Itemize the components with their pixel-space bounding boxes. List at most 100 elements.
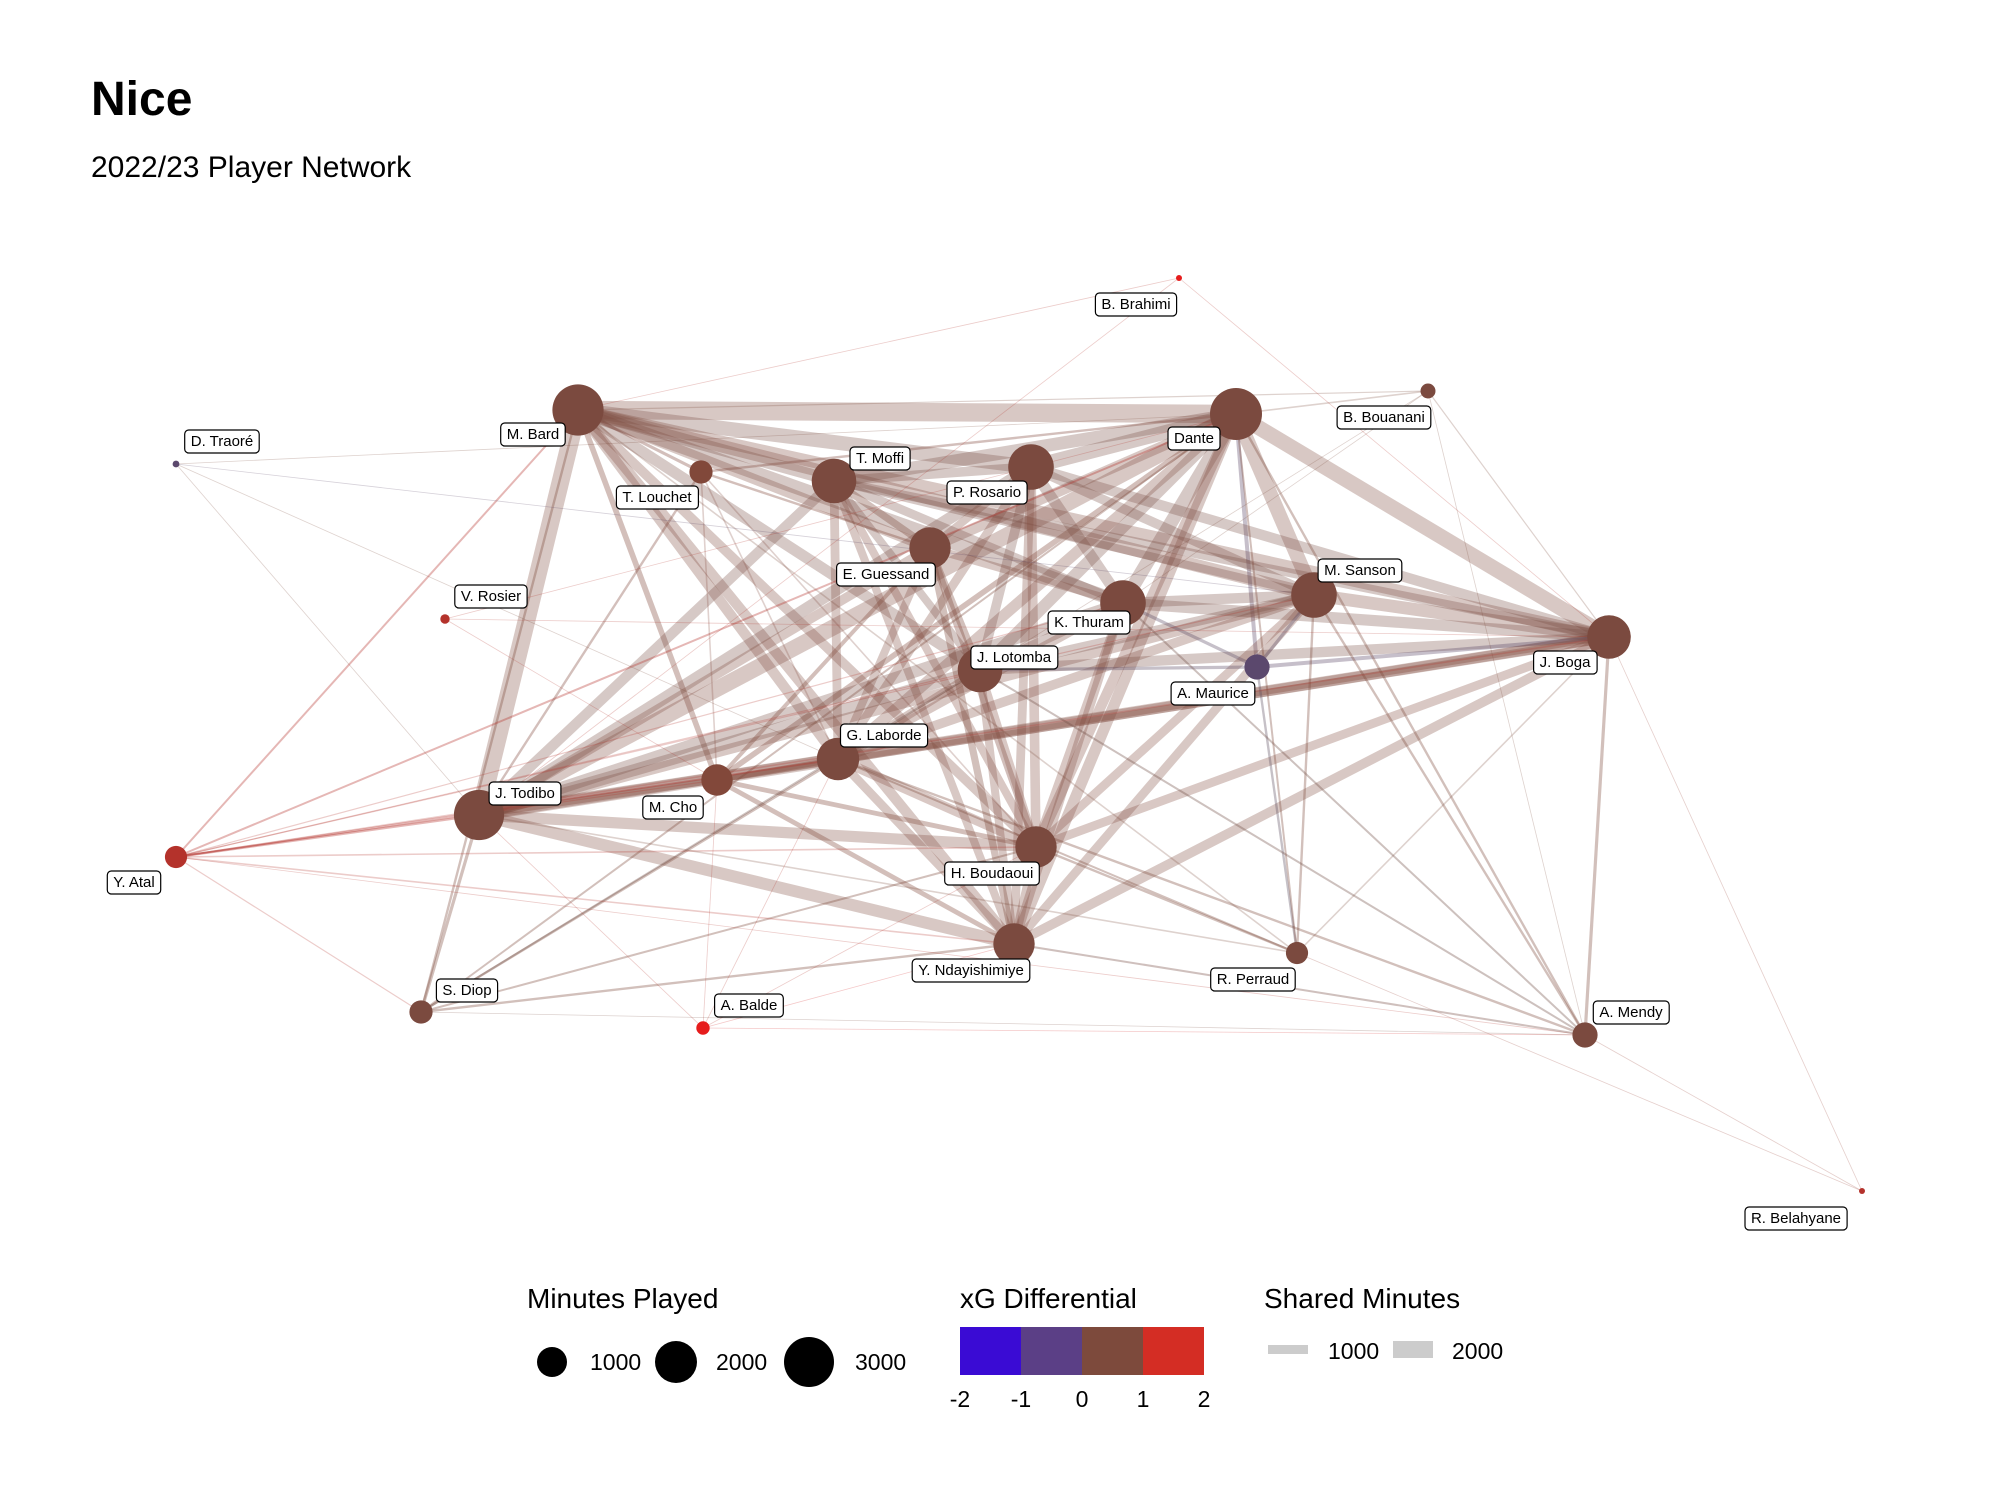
node-label-text: M. Sanson: [1324, 562, 1396, 579]
nodes-layer: [164, 275, 1865, 1194]
edge-t-louchet--dante: [700, 412, 1237, 474]
node-label-text: K. Thuram: [1054, 614, 1124, 631]
node-label-m-sanson: M. Sanson: [1317, 558, 1403, 583]
node-label-y-ndayishimiye: Y. Ndayishimiye: [911, 958, 1031, 983]
chart-subtitle: 2022/23 Player Network: [91, 151, 412, 184]
node-label-text: G. Laborde: [846, 727, 921, 744]
edge-s-diop--g-laborde: [420, 757, 839, 1014]
edge-j-lotomba--y-ndayishimiye: [976, 669, 1018, 945]
edge-j-boga--y-ndayishimiye: [1011, 632, 1612, 949]
edge-g-laborde--h-boudaoui: [836, 754, 1038, 852]
edge-y-atal--dante: [175, 413, 1237, 858]
edge-j-todibo--e-guessand: [476, 543, 933, 820]
node-label-box: [488, 781, 562, 806]
edge-b-brahimi--j-boga: [1178, 277, 1610, 638]
node-label-a-maurice: A. Maurice: [1170, 681, 1256, 706]
legend-xg-swatch: [960, 1327, 1021, 1375]
edge-a-balde--g-laborde: [702, 758, 839, 1029]
legend-xg-tick: 2: [1198, 1386, 1211, 1412]
node-label-text: A. Mendy: [1599, 1004, 1663, 1021]
edge-a-maurice--k-thuram: [1122, 601, 1258, 669]
node-label-text: Y. Atal: [113, 874, 154, 891]
edge-m-bard--t-moffi: [576, 404, 836, 487]
edge-b-bouanani--j-boga: [1427, 390, 1610, 638]
node-m-sanson: [1291, 572, 1337, 618]
edge-p-rosario--k-thuram: [1026, 463, 1128, 607]
node-label-box: [1317, 558, 1403, 583]
node-label-text: S. Diop: [442, 982, 491, 999]
node-label-text: M. Bard: [507, 426, 560, 443]
edge-y-atal--j-lotomba: [175, 669, 981, 858]
node-label-k-thuram: K. Thuram: [1047, 610, 1131, 635]
edge-r-perraud--dante: [1235, 413, 1298, 954]
legend-xg-swatch: [1021, 1327, 1082, 1375]
edge-k-thuram--e-guessand: [928, 544, 1125, 607]
node-label-box: [1167, 426, 1221, 451]
edge-d-traor--j-todibo: [175, 463, 480, 816]
edge-m-bard--h-boudaoui: [574, 406, 1040, 851]
node-label-text: R. Perraud: [1217, 971, 1290, 988]
legend-minutes-title: Minutes Played: [527, 1283, 718, 1314]
node-label-box: [839, 723, 929, 748]
edge-b-brahimi--m-bard: [577, 277, 1180, 411]
edge-j-boga--j-lotomba: [979, 631, 1610, 676]
node-h-boudaoui: [1015, 826, 1057, 868]
legend-shared-title: Shared Minutes: [1264, 1283, 1460, 1314]
node-label-box: [911, 958, 1031, 983]
node-label-box: [835, 562, 936, 587]
edge-a-mendy--g-laborde: [837, 757, 1586, 1037]
edge-y-atal--k-thuram: [175, 602, 1124, 858]
node-label-j-lotomba: J. Lotomba: [970, 645, 1059, 670]
node-label-box: [946, 480, 1028, 505]
edge-y-atal--y-ndayishimiye: [175, 856, 1015, 945]
edge-m-bard--k-thuram: [575, 403, 1126, 610]
edge-a-mendy--k-thuram: [1122, 602, 1586, 1036]
node-label-text: A. Maurice: [1177, 685, 1249, 702]
edge-y-atal--a-mendy: [175, 856, 1586, 1036]
edge-e-guessand--t-louchet: [700, 470, 931, 550]
edge-r-belahyane--j-boga: [1608, 636, 1863, 1192]
node-y-atal: [164, 845, 188, 869]
node-label-dante: Dante: [1167, 426, 1221, 451]
edge-j-boga--a-maurice: [1256, 635, 1610, 669]
edge-dante--j-lotomba: [975, 409, 1241, 675]
node-b-bouanani: [1420, 383, 1436, 399]
node-dante: [1210, 388, 1262, 440]
node-label-d-traor: D. Traoré: [184, 429, 260, 454]
edge-j-boga--k-thuram: [1122, 597, 1610, 643]
node-g-laborde: [816, 737, 860, 781]
edge-j-todibo--p-rosario: [475, 461, 1035, 821]
edge-s-diop--m-bard: [419, 409, 580, 1013]
edge-b-bouanani--g-laborde: [837, 390, 1429, 760]
edge-d-traor--m-sanson: [175, 463, 1315, 596]
edge-d-traor--dante: [175, 413, 1237, 465]
node-label-y-atal: Y. Atal: [106, 870, 162, 895]
legend-xg-tick: 1: [1137, 1386, 1150, 1412]
node-label-b-bouanani: B. Bouanani: [1336, 405, 1432, 430]
node-y-ndayishimiye: [993, 923, 1035, 965]
legend-xg-title: xG Differential: [960, 1283, 1137, 1314]
edge-r-belahyane--r-perraud: [1296, 952, 1863, 1192]
node-label-box: [642, 795, 704, 820]
node-m-bard: [552, 384, 604, 436]
node-a-balde: [696, 1021, 710, 1035]
edge-a-mendy--dante: [1234, 413, 1587, 1036]
edge-r-perraud--j-todibo: [478, 814, 1298, 954]
edge-j-todibo--j-lotomba: [477, 664, 982, 821]
edge-b-brahimi--j-todibo: [478, 277, 1180, 816]
node-label-text: J. Todibo: [495, 785, 555, 802]
edge-k-thuram--h-boudaoui: [1031, 601, 1128, 849]
edge-m-sanson--h-boudaoui: [1033, 591, 1317, 851]
edge-a-balde--j-todibo: [478, 814, 704, 1029]
edge-dante--h-boudaoui: [1031, 411, 1241, 850]
node-label-box: [435, 978, 499, 1003]
node-label-box: [1744, 1206, 1848, 1231]
node-label-box: [184, 429, 260, 454]
edge-m-sanson--r-perraud: [1295, 594, 1316, 954]
legend-shared-minutes: Shared Minutes 1000 2000: [1264, 1283, 1503, 1364]
edge-j-todibo--m-cho: [478, 776, 718, 819]
node-label-box: [1094, 292, 1178, 317]
edge-r-perraud--j-boga: [1296, 636, 1610, 954]
edge-a-mendy--a-balde: [702, 1027, 1586, 1036]
edge-t-louchet--h-boudaoui: [700, 471, 1037, 848]
